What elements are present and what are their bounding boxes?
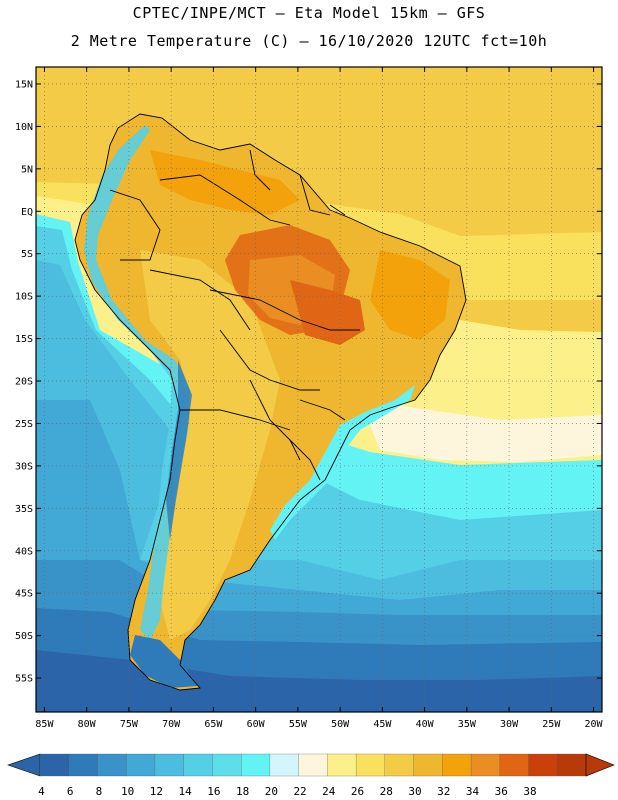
- colorbar-swatch: [528, 753, 558, 777]
- coast-cool-southeast: [270, 385, 415, 540]
- chart-title-line1: CPTEC/INPE/MCT – Eta Model 15km – GFS: [132, 4, 486, 22]
- lat-tick-label: 20S: [15, 377, 33, 388]
- patagonia-tip: [130, 635, 198, 688]
- chart-title-line2: 2 Metre Temperature (C) – 16/10/2020 12U…: [70, 32, 548, 50]
- lat-tick-label: 25S: [15, 419, 33, 430]
- lon-tick-label: 45W: [373, 719, 392, 730]
- lat-tick-label: 5S: [21, 249, 33, 260]
- colorbar-swatch: [470, 753, 501, 777]
- lon-tick-label: 70W: [162, 719, 181, 730]
- lon-tick-label: 30W: [500, 719, 519, 730]
- ocean-band-22: [360, 400, 602, 462]
- lat-tick-label: 40S: [15, 546, 33, 557]
- colorbar-swatch: [269, 753, 300, 777]
- colorbar-swatch: [298, 753, 328, 777]
- colorbar-swatch: [126, 753, 156, 777]
- colorbar-low-arrow: [7, 753, 41, 777]
- colorbar-label: 20: [265, 785, 278, 798]
- longitude-axis: 85W 80W 75W 70W 65W 60W 55W 50W 45W 40W 35W 30W 25W 2…: [35, 67, 604, 730]
- colorbar-label: 12: [150, 785, 163, 798]
- lon-tick-label: 25W: [542, 719, 561, 730]
- colorbar-swatch: [557, 753, 587, 777]
- colorbar-label: 8: [96, 785, 103, 798]
- land-zone-30-north: [150, 150, 300, 215]
- andes-cordillera: [84, 125, 190, 640]
- lat-tick-label: EQ: [21, 207, 33, 218]
- colorbar-high-arrow: [585, 753, 615, 777]
- lon-tick-label: 20W: [585, 719, 604, 730]
- colorbar-swatch: [355, 753, 386, 777]
- colorbar-swatch: [241, 753, 271, 777]
- andes-high: [166, 360, 192, 540]
- lat-tick-label: 10S: [15, 292, 33, 303]
- colorbar-label: 30: [408, 785, 421, 798]
- map-area: [36, 67, 602, 712]
- colorbar: 4 6 8 10 12 14 16 18 20 22 24 26 28 30 32 34 36 38: [7, 753, 615, 798]
- map-frame: [35, 66, 603, 713]
- lat-tick-label: 15N: [15, 79, 33, 90]
- colorbar-swatch: [154, 753, 185, 777]
- colorbar-swatch: [97, 753, 127, 777]
- colorbar-swatch: [442, 753, 472, 777]
- lat-tick-label: 5N: [21, 164, 33, 175]
- colorbar-swatch: [68, 753, 99, 777]
- lat-tick-label: 35S: [15, 504, 33, 515]
- colorbar-label: 32: [437, 785, 450, 798]
- lon-tick-label: 75W: [120, 719, 139, 730]
- land-zone-30-northeast: [370, 250, 450, 340]
- colorbar-swatch: [413, 753, 443, 777]
- colorbar-label: 26: [351, 785, 364, 798]
- colorbar-label: 18: [236, 785, 249, 798]
- colorbar-label: 38: [523, 785, 536, 798]
- lon-tick-label: 55W: [289, 719, 308, 730]
- colorbar-label: 16: [207, 785, 220, 798]
- ocean-band-4: [36, 650, 602, 712]
- colorbar-label: 10: [121, 785, 134, 798]
- colorbar-swatch: [39, 753, 70, 777]
- colorbar-swatch: [499, 753, 530, 777]
- lon-tick-label: 65W: [204, 719, 223, 730]
- colorbar-label: 36: [495, 785, 508, 798]
- land-zone-26: [140, 250, 280, 640]
- lat-tick-label: 10N: [15, 122, 33, 133]
- colorbar-label: 28: [380, 785, 393, 798]
- colorbar-swatch: [384, 753, 415, 777]
- lon-tick-label: 40W: [416, 719, 435, 730]
- lon-tick-label: 35W: [458, 719, 477, 730]
- lat-tick-label: 15S: [15, 334, 33, 345]
- colorbar-label: 4: [38, 785, 45, 798]
- lon-tick-label: 85W: [35, 719, 54, 730]
- country-borders: [74, 113, 467, 691]
- colorbar-label: 14: [178, 785, 192, 798]
- lat-tick-label: 55S: [15, 674, 33, 685]
- colorbar-label: 24: [322, 785, 336, 798]
- colorbar-swatch: [183, 753, 213, 777]
- colorbar-label: 6: [67, 785, 74, 798]
- lon-tick-label: 80W: [78, 719, 97, 730]
- lat-tick-label: 50S: [15, 631, 33, 642]
- latitude-axis: 15N 10N 5N EQ 5S 10S 15S 20S 25S 30S 35S 40S 45S 50S 5…: [15, 79, 602, 685]
- lon-tick-label: 50W: [331, 719, 350, 730]
- lat-tick-label: 30S: [15, 461, 33, 472]
- colorbar-swatch: [212, 753, 242, 777]
- lat-tick-label: 45S: [15, 589, 33, 600]
- colorbar-label: 22: [293, 785, 306, 798]
- lon-tick-label: 60W: [247, 719, 266, 730]
- colorbar-label: 34: [466, 785, 480, 798]
- colorbar-swatch: [327, 753, 357, 777]
